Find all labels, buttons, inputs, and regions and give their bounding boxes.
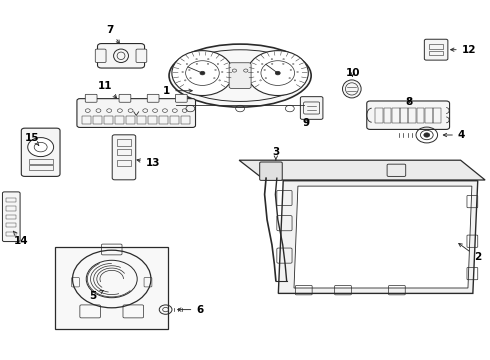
Text: 9: 9 [302, 118, 309, 128]
Bar [425, 108, 433, 123]
Bar [6, 223, 16, 228]
Bar [117, 149, 131, 155]
Circle shape [200, 71, 205, 75]
Text: 14: 14 [13, 231, 29, 246]
Bar [117, 160, 131, 166]
Bar [400, 108, 408, 123]
Bar [384, 108, 392, 123]
Bar [429, 44, 443, 49]
Bar [93, 116, 102, 124]
Text: 3: 3 [272, 147, 279, 160]
Bar [159, 116, 168, 124]
Ellipse shape [169, 44, 311, 107]
Text: 10: 10 [345, 68, 360, 78]
FancyBboxPatch shape [229, 63, 251, 89]
FancyBboxPatch shape [85, 94, 97, 102]
Text: 6: 6 [178, 305, 203, 315]
Polygon shape [278, 181, 478, 293]
Circle shape [424, 133, 430, 137]
Bar [55, 247, 168, 329]
Text: 4: 4 [443, 130, 465, 140]
Text: 13: 13 [137, 158, 160, 168]
FancyBboxPatch shape [136, 49, 147, 63]
Text: 2: 2 [459, 243, 481, 262]
Ellipse shape [343, 80, 361, 98]
Bar [6, 206, 16, 211]
Bar [115, 116, 124, 124]
Bar [181, 116, 190, 124]
Bar [6, 215, 16, 219]
Bar [433, 108, 441, 123]
Bar [6, 198, 16, 202]
Bar [392, 108, 400, 123]
FancyBboxPatch shape [95, 49, 106, 63]
FancyBboxPatch shape [300, 97, 323, 120]
Polygon shape [239, 160, 485, 180]
FancyBboxPatch shape [147, 94, 159, 102]
Bar [6, 232, 16, 236]
Polygon shape [294, 186, 472, 288]
Bar [408, 108, 416, 123]
Bar [148, 116, 157, 124]
Circle shape [28, 138, 53, 157]
Bar [375, 108, 383, 123]
Text: 11: 11 [98, 81, 117, 98]
Circle shape [247, 51, 308, 95]
Circle shape [172, 51, 233, 95]
FancyBboxPatch shape [112, 135, 136, 180]
Text: 12: 12 [451, 45, 476, 55]
Ellipse shape [175, 50, 305, 102]
Bar [126, 116, 135, 124]
Bar [82, 116, 91, 124]
FancyBboxPatch shape [260, 162, 282, 180]
Text: 1: 1 [163, 86, 192, 96]
FancyBboxPatch shape [22, 128, 60, 176]
Text: 15: 15 [24, 132, 39, 145]
FancyBboxPatch shape [98, 44, 145, 68]
FancyBboxPatch shape [175, 94, 187, 102]
Text: 8: 8 [406, 96, 413, 107]
FancyBboxPatch shape [77, 99, 196, 127]
FancyBboxPatch shape [2, 192, 20, 242]
Bar [28, 159, 53, 165]
Bar [104, 116, 113, 124]
Bar [137, 116, 146, 124]
Bar [171, 116, 179, 124]
Bar [28, 165, 53, 170]
Text: 5: 5 [90, 291, 103, 301]
Circle shape [275, 71, 280, 75]
Bar [117, 139, 131, 146]
FancyBboxPatch shape [119, 94, 131, 102]
Text: 7: 7 [106, 24, 120, 44]
FancyBboxPatch shape [367, 101, 450, 130]
Bar [416, 108, 424, 123]
FancyBboxPatch shape [424, 39, 448, 60]
Bar [429, 51, 443, 55]
